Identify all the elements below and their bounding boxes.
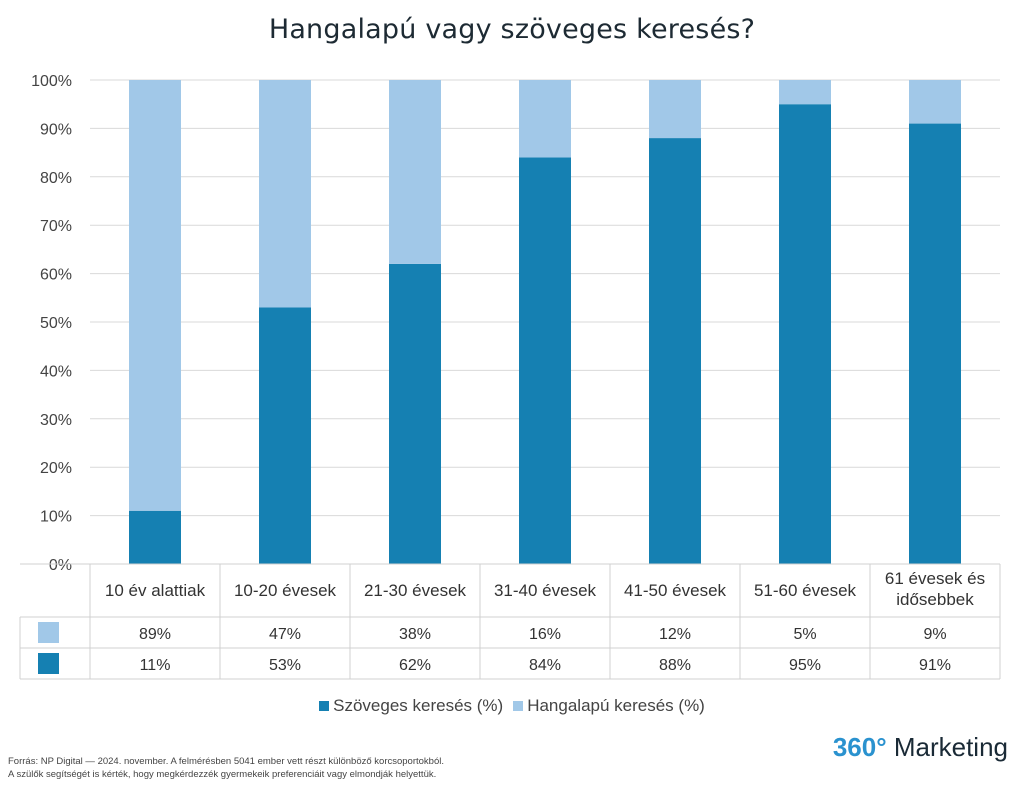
x-tick-label: 41-50 évesek [624,581,727,600]
bar-hangalapu [779,80,831,105]
bar-szoveges [649,138,701,564]
brand-text: Marketing [886,732,1008,762]
data-label: 5% [793,626,816,643]
y-tick-label: 90% [40,121,72,138]
y-tick-label: 20% [40,460,72,477]
table-row-swatch [38,653,59,674]
data-label: 62% [399,657,431,674]
source-note-line-1: Forrás: NP Digital — 2024. november. A f… [8,756,444,767]
data-label: 11% [140,657,171,674]
data-label: 38% [399,626,431,643]
chart-area: 0% 10% 20% 30% 40% 50% 60% 70% 80% 90% 100% 10 év a… [19,73,1001,680]
x-tick-label: 21-30 évesek [364,581,467,600]
y-tick-label: 40% [40,363,72,380]
legend-label-szoveges: Szöveges keresés (%) [333,696,504,715]
data-label: 16% [529,626,561,643]
data-label: 12% [659,626,691,643]
data-label: 88% [659,657,691,674]
data-label: 84% [529,657,561,674]
table-row-swatch [38,622,59,643]
y-tick-label: 60% [40,267,72,284]
x-tick-label: 61 évesek és [885,569,985,588]
legend: Szöveges keresés (%) Hangalapú keresés (… [0,696,1024,716]
data-label: 91% [919,657,951,674]
legend-label-hangalapu: Hangalapú keresés (%) [527,696,705,715]
data-label: 95% [789,657,821,674]
x-tick-label: 31-40 évesek [494,581,597,600]
x-tick-label: 10 év alattiak [105,581,206,600]
bar-szoveges [519,157,571,564]
bar-szoveges [129,510,181,564]
x-tick-label: 10-20 évesek [234,581,337,600]
x-tick-label: idősebbek [896,590,974,609]
legend-item-szoveges: Szöveges keresés (%) [319,696,503,716]
y-tick-label: 30% [40,412,72,429]
chart-title: Hangalapú vagy szöveges keresés? [268,14,756,45]
bar-szoveges [259,307,311,564]
y-tick-label: 0% [49,557,72,574]
legend-swatch-hangalapu [513,701,524,711]
bar-szoveges [909,123,961,564]
source-note-line-2: A szülők segítségét is kérték, hogy megk… [8,769,437,780]
data-label: 53% [269,657,301,674]
data-label: 47% [269,626,301,643]
brand-number: 360° [832,732,887,762]
data-label: 9% [923,626,946,643]
brand-logo: 360° Marketing [833,732,1008,763]
bar-hangalapu [389,80,441,264]
bar-hangalapu [909,80,961,124]
data-label: 89% [139,626,171,643]
legend-swatch-szoveges [319,701,330,711]
bar-szoveges [389,263,441,564]
y-tick-label: 100% [31,73,72,90]
bar-hangalapu [259,80,311,308]
y-tick-label: 10% [40,509,72,526]
bar-hangalapu [649,80,701,139]
legend-item-hangalapu: Hangalapú keresés (%) [513,696,705,716]
y-tick-label: 80% [40,170,72,187]
bar-hangalapu [129,80,181,511]
bar-hangalapu [519,80,571,158]
bar-szoveges [779,104,831,564]
y-tick-label: 70% [40,218,72,235]
y-tick-label: 50% [40,315,72,332]
x-tick-label: 51-60 évesek [754,581,857,600]
